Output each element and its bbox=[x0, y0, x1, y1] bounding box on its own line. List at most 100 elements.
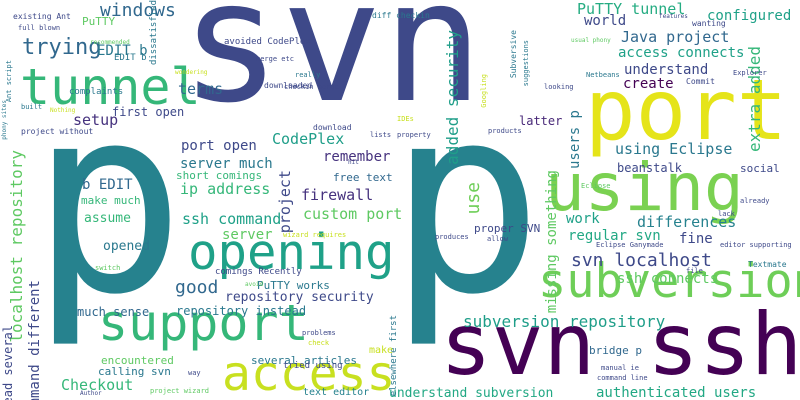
cloud-word: CodePlex bbox=[272, 130, 345, 148]
cloud-word: Googling bbox=[480, 74, 488, 108]
cloud-word: social bbox=[740, 162, 780, 175]
cloud-word: make bbox=[369, 345, 394, 356]
cloud-word: avoid bbox=[245, 281, 264, 288]
cloud-word: Eclipse bbox=[581, 182, 611, 190]
cloud-word: make much bbox=[81, 194, 141, 207]
cloud-word: several articles bbox=[251, 354, 357, 367]
cloud-word: proper SVN bbox=[474, 222, 541, 235]
cloud-word: Eclipse Ganymade bbox=[596, 241, 664, 249]
cloud-word: comings Recently bbox=[215, 267, 302, 277]
cloud-word: port bbox=[585, 61, 788, 159]
cloud-word: p bbox=[388, 51, 544, 351]
cloud-word: understand subversion bbox=[389, 386, 554, 400]
cloud-word: download bbox=[313, 123, 352, 132]
cloud-word: Netbeans bbox=[586, 71, 620, 79]
cloud-word: subversion repository bbox=[463, 312, 666, 331]
cloud-word: regular svn bbox=[568, 228, 661, 244]
cloud-word: produces bbox=[435, 233, 469, 241]
cloud-word: EDIT b bbox=[114, 53, 147, 63]
cloud-word: command different bbox=[27, 280, 43, 400]
cloud-word: PuTTY tunnel bbox=[577, 0, 686, 18]
cloud-word: problems bbox=[302, 329, 336, 337]
cloud-word: use bbox=[463, 182, 484, 215]
cloud-word: IDEs bbox=[397, 115, 414, 123]
cloud-word: access connects bbox=[618, 45, 745, 61]
cloud-word: wanting bbox=[692, 19, 726, 28]
cloud-word: authenticated users bbox=[596, 385, 757, 400]
cloud-word: wondering bbox=[175, 69, 208, 76]
cloud-word: check bbox=[308, 339, 330, 347]
cloud-word: products bbox=[488, 127, 522, 135]
cloud-word: project wizard bbox=[150, 387, 210, 395]
cloud-word: checkin merge bbox=[284, 83, 339, 91]
cloud-word: looking bbox=[544, 83, 574, 91]
cloud-word: good bbox=[175, 277, 219, 298]
cloud-word: Subversive bbox=[509, 30, 518, 79]
cloud-word: localhost repository bbox=[7, 150, 26, 343]
cloud-word: configured bbox=[707, 8, 792, 24]
cloud-word: phony sites bbox=[1, 100, 8, 140]
cloud-word: built bbox=[21, 103, 43, 111]
cloud-word: switch bbox=[95, 264, 121, 272]
cloud-word: svn localhost bbox=[571, 250, 712, 271]
cloud-word: complaints bbox=[69, 87, 124, 97]
cloud-word: allow bbox=[487, 235, 509, 243]
cloud-word: repository instead bbox=[176, 304, 307, 318]
cloud-word: wizard requires bbox=[283, 231, 347, 239]
cloud-word: latter bbox=[519, 114, 563, 128]
cloud-word: p bbox=[30, 51, 186, 351]
cloud-word: hit bbox=[348, 159, 359, 166]
cloud-word: Author bbox=[80, 390, 102, 397]
cloud-word: lists bbox=[370, 131, 392, 139]
cloud-word: dissatisfied bbox=[149, 0, 159, 66]
cloud-word: file bbox=[686, 267, 703, 275]
cloud-word: setup bbox=[73, 111, 119, 129]
cloud-word: repository security bbox=[225, 290, 374, 305]
cloud-word: svn ssh bbox=[440, 295, 800, 395]
cloud-word: subversion bbox=[538, 254, 800, 309]
cloud-word: way bbox=[188, 369, 201, 377]
cloud-word: short comings bbox=[176, 169, 263, 182]
cloud-word: bridge p bbox=[589, 344, 642, 357]
cloud-word: differences bbox=[637, 213, 737, 231]
cloud-word: merge etc bbox=[256, 55, 294, 63]
cloud-word: terms bbox=[178, 80, 224, 98]
cloud-word: missing something bbox=[544, 170, 560, 314]
cloud-word: windows bbox=[100, 0, 176, 21]
cloud-word: really bbox=[295, 71, 321, 79]
cloud-word: server bbox=[222, 227, 273, 243]
cloud-word: Checkout bbox=[61, 376, 134, 394]
cloud-word: tried using bbox=[283, 361, 343, 371]
cloud-word: property bbox=[397, 131, 431, 139]
cloud-word: recommended bbox=[90, 39, 130, 46]
cloud-word: tunnel bbox=[20, 58, 201, 116]
cloud-word: users p bbox=[567, 110, 583, 170]
cloud-word: PuTTY bbox=[82, 15, 116, 28]
cloud-word: world bbox=[584, 13, 627, 29]
cloud-word: firewall bbox=[301, 186, 374, 204]
cloud-word: diff checkin bbox=[372, 11, 430, 20]
cloud-word: work bbox=[566, 211, 600, 227]
cloud-word: ip address bbox=[180, 180, 271, 198]
cloud-word: opening bbox=[188, 224, 395, 281]
cloud-word: existing Ant bbox=[13, 12, 71, 21]
cloud-word: trying bbox=[22, 35, 102, 60]
cloud-word: read several bbox=[1, 325, 15, 400]
cloud-word: manual ie bbox=[601, 364, 639, 372]
cloud-word: much sense bbox=[77, 305, 150, 319]
cloud-word: beanstalk bbox=[617, 161, 683, 175]
cloud-word: access bbox=[222, 346, 396, 400]
cloud-word: svn bbox=[180, 0, 484, 140]
cloud-word: encountered bbox=[101, 354, 174, 367]
cloud-word: extra added bbox=[745, 46, 764, 152]
cloud-word: lack bbox=[718, 210, 735, 218]
cloud-word: b EDIT bbox=[82, 177, 133, 193]
cloud-word: command line bbox=[597, 374, 648, 382]
cloud-word: usual phony bbox=[571, 37, 611, 44]
cloud-word: understand bbox=[624, 62, 709, 78]
cloud-word: PuTTY works bbox=[257, 279, 330, 292]
cloud-word: downloaded bbox=[264, 81, 313, 90]
cloud-word: create bbox=[623, 76, 674, 92]
cloud-word: Textmate bbox=[748, 260, 787, 269]
